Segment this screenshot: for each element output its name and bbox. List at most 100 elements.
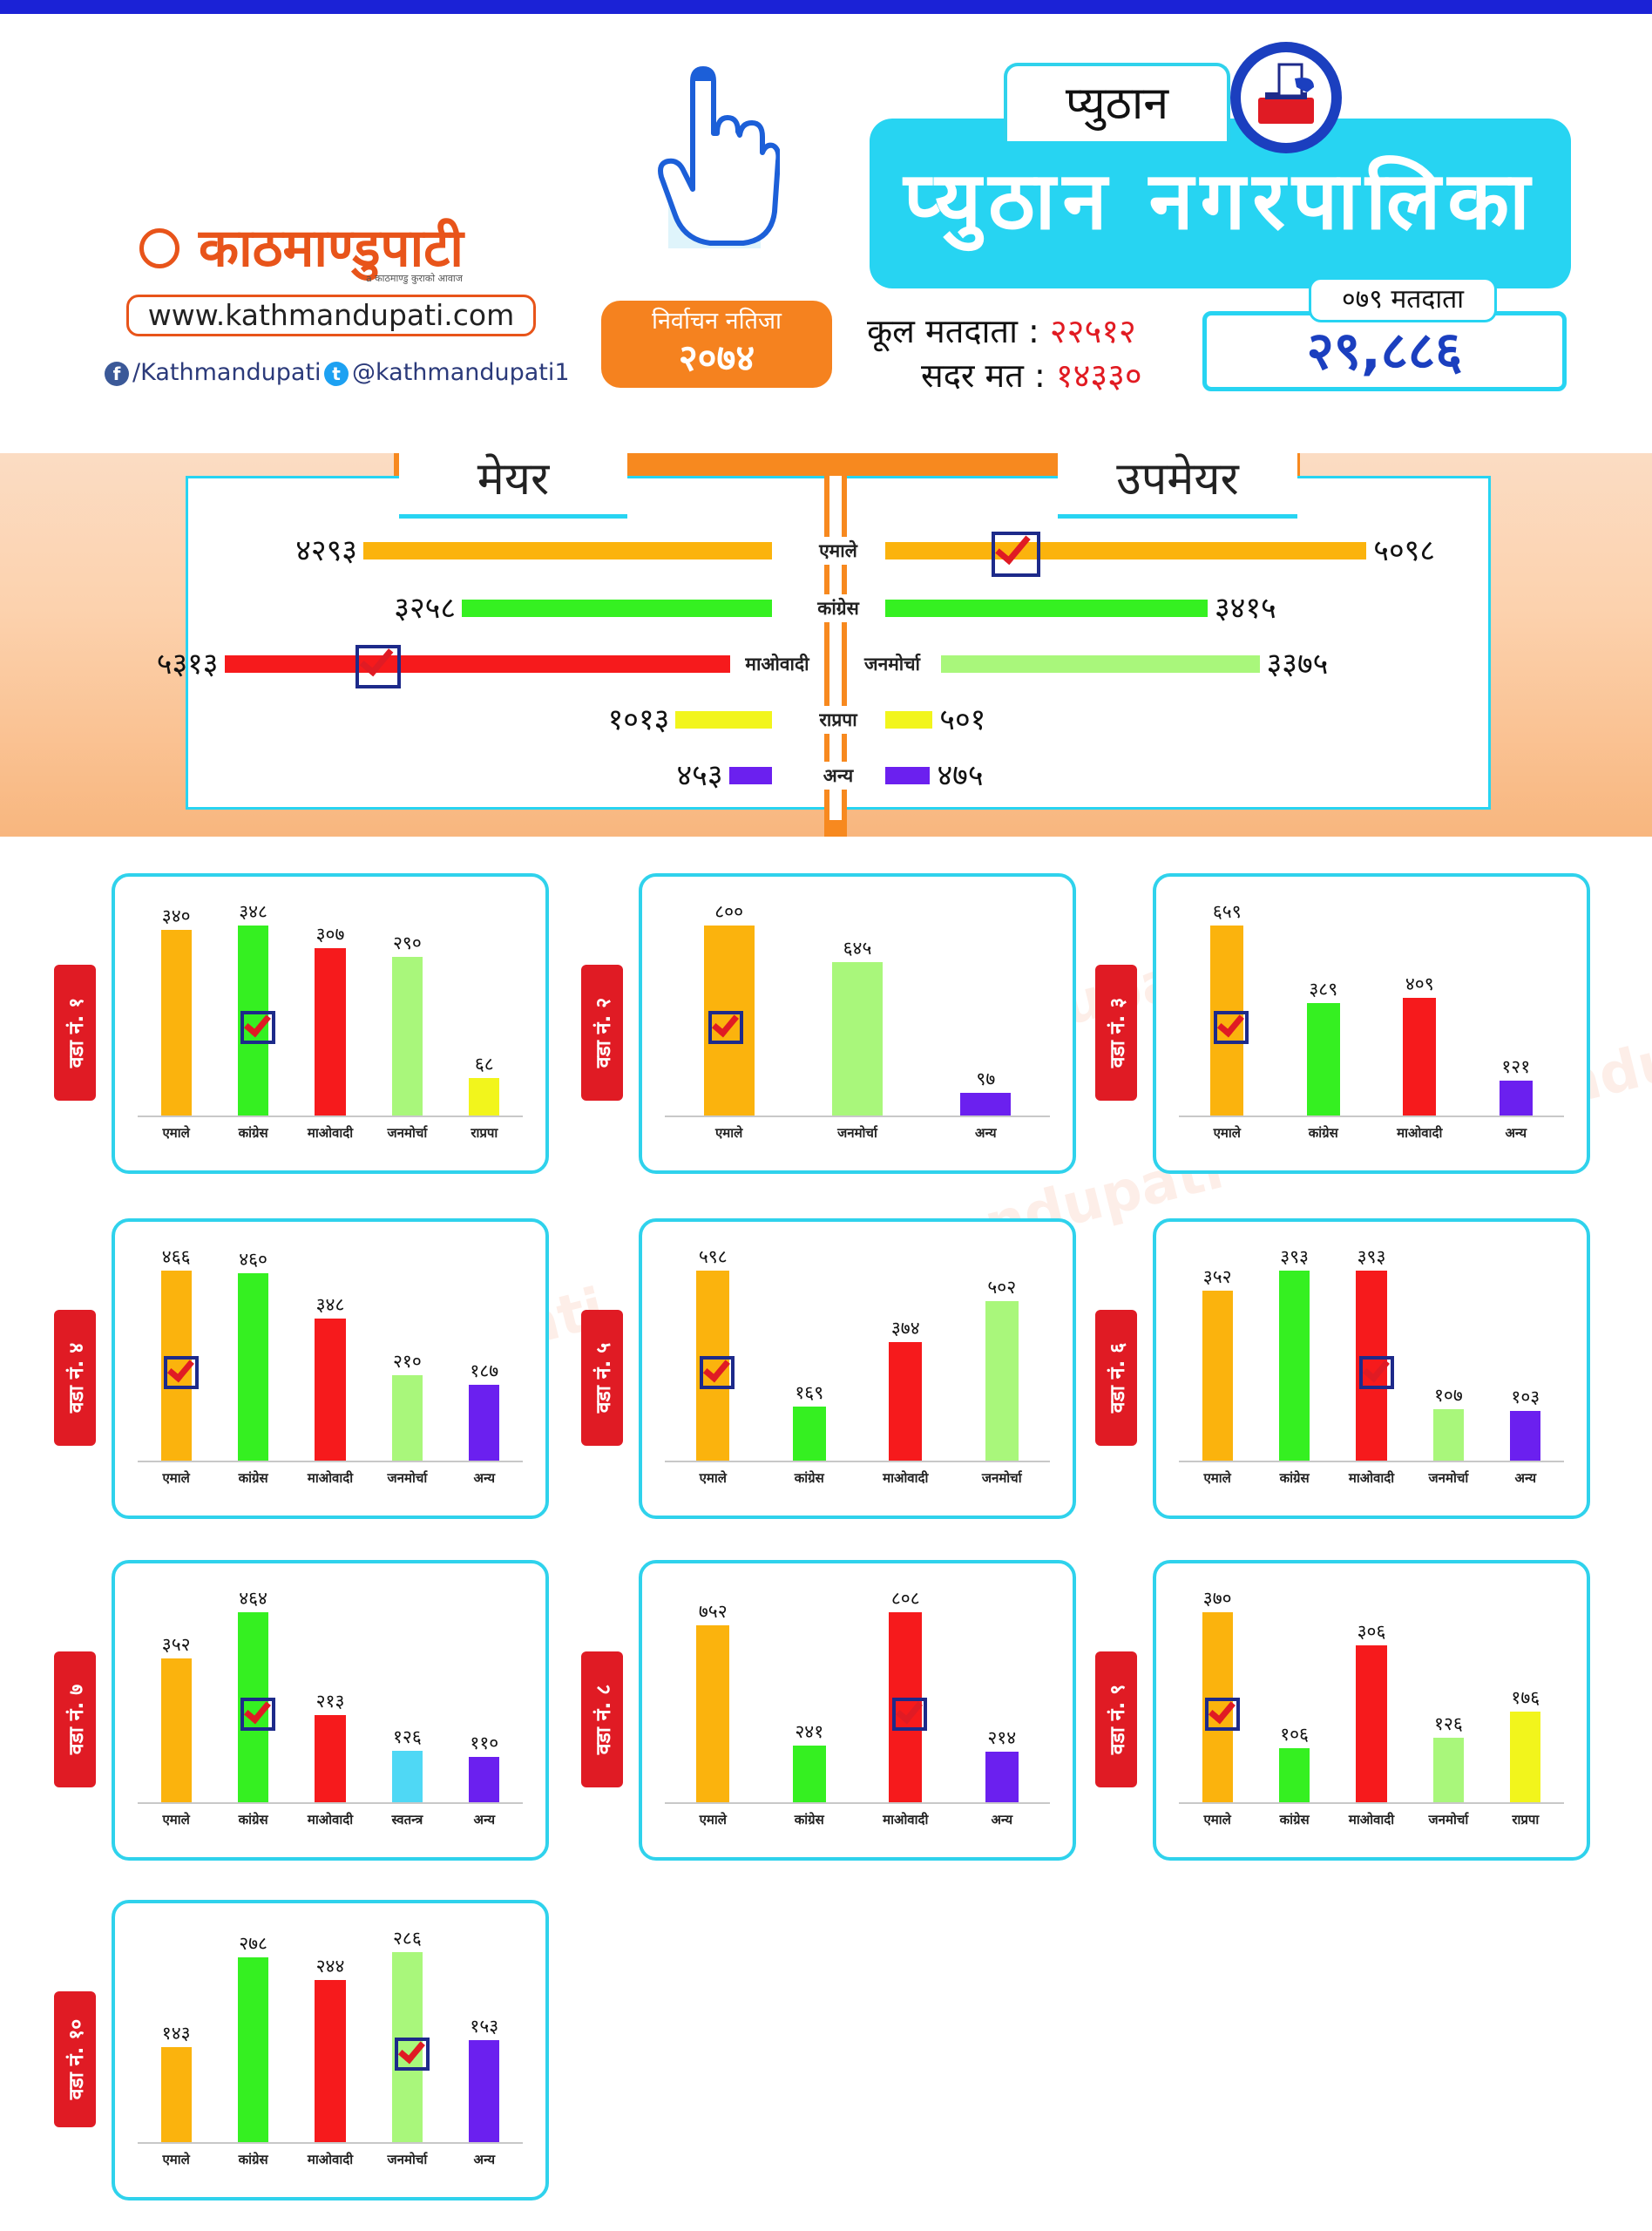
category-label: एमाले	[162, 2152, 190, 2167]
category-label: एमाले	[699, 1470, 727, 1486]
winner-check-icon	[892, 1698, 928, 1732]
category-label: जनमोर्चा	[387, 1470, 428, 1486]
mayor-value-rpp: १०१३	[607, 702, 670, 737]
bar-janamorcha	[391, 957, 423, 1116]
deputy-bar-janamorcha	[941, 655, 1260, 673]
value-label: ४६४	[239, 1588, 267, 1609]
value-label: १५३	[470, 2016, 499, 2038]
category-label: एमाले	[699, 1812, 727, 1828]
bar-congress	[237, 1272, 269, 1461]
bar-others	[469, 1384, 500, 1461]
category-label: कांग्रेस	[794, 1470, 824, 1486]
ward-label-tab: वडा नं. ७	[54, 1651, 96, 1787]
bar-janamorcha	[832, 962, 883, 1116]
ward-axis	[1179, 1461, 1564, 1462]
bar-janamorcha	[391, 1374, 423, 1461]
winner-check-icon	[708, 1011, 744, 1045]
category-label: राप्रपा	[471, 1125, 498, 1141]
ward-number: वडा नं. ३	[1107, 997, 1129, 1068]
ward-axis	[138, 1802, 523, 1804]
bar-congress	[1278, 1747, 1310, 1802]
ward-axis	[138, 2142, 523, 2144]
winner-check-icon	[1205, 1698, 1241, 1732]
category-label: एमाले	[1203, 1470, 1231, 1486]
bar-others	[960, 1092, 1012, 1116]
category-label: जनमोर्चा	[387, 1125, 428, 1141]
ward-number: वडा नं. ६	[1107, 1342, 1129, 1414]
value-label: ३९३	[1357, 1246, 1386, 1267]
category-label: माओवादी	[307, 1470, 354, 1486]
value-label: २९०	[393, 932, 422, 954]
category-label: अन्य	[473, 2152, 496, 2167]
category-label: अन्य	[473, 1812, 496, 1828]
value-label: १७६	[1511, 1687, 1540, 1709]
value-label: १६९	[795, 1382, 824, 1404]
value-label: ३०७	[315, 923, 345, 945]
logo-mark-icon	[139, 228, 179, 268]
category-label: माओवादी	[307, 1125, 354, 1141]
category-label: कांग्रेस	[238, 1125, 268, 1141]
ward-axis	[665, 1116, 1050, 1117]
ward-number: वडा नं. ८	[592, 1684, 615, 1755]
value-label: २७८	[239, 1933, 267, 1955]
bar-maoist	[1356, 1644, 1387, 1802]
value-label: ८०८	[890, 1588, 920, 1609]
winner-check-icon	[240, 1011, 276, 1045]
ward-number: वडा नं. ७	[65, 1684, 88, 1755]
ward-label-tab: वडा नं. २	[581, 965, 623, 1101]
ward-number: वडा नं. ९	[1107, 1684, 1129, 1755]
ward-axis	[138, 1461, 523, 1462]
ward-axis	[1179, 1116, 1564, 1117]
facebook-link[interactable]: f/Kathmandupati	[105, 359, 322, 387]
logo-tagline: a काठमाण्डु कुराको आवाज	[366, 273, 463, 284]
category-label: माओवादी	[1348, 1470, 1395, 1486]
value-label: ७५२	[698, 1601, 728, 1623]
ward-axis	[1179, 1802, 1564, 1804]
value-label: ३५२	[1202, 1265, 1232, 1287]
category-label: माओवादी	[1348, 1812, 1395, 1828]
deputy-value-janamorcha: ३३७५	[1266, 647, 1329, 682]
result-badge: निर्वाचन नतिजा २०७४	[601, 301, 832, 388]
category-label: कांग्रेस	[1308, 1125, 1338, 1141]
ballot-box-icon	[1230, 42, 1342, 153]
category-label: माओवादी	[883, 1812, 929, 1828]
bar-others	[1499, 1080, 1533, 1116]
mayor-bar-maoist	[224, 655, 730, 673]
category-label: एमाले	[714, 1125, 743, 1141]
category-label: माओवादी	[307, 1812, 354, 1828]
bar-uml	[160, 1658, 192, 1802]
result-label: निर्वाचन नतिजा	[651, 308, 782, 335]
value-label: २८६	[393, 1928, 422, 1949]
party-label-uml: एमाले	[793, 537, 884, 565]
bar-janamorcha	[1432, 1737, 1465, 1802]
bar-janamorcha	[1432, 1408, 1465, 1461]
bar-maoist	[315, 1319, 346, 1461]
bar-maoist	[889, 1341, 923, 1461]
bar-janamorcha	[985, 1300, 1019, 1461]
mayor-bar-uml	[362, 542, 772, 559]
ward-axis	[138, 1116, 523, 1117]
value-label: ६४५	[843, 938, 872, 960]
party-label-others: अन्य	[793, 762, 884, 790]
total-voters: कूल मतदाता : २२५१२	[867, 311, 1136, 351]
value-label: ३७०	[1202, 1588, 1232, 1609]
winner-check-icon	[991, 532, 1040, 577]
bar-congress	[792, 1745, 826, 1802]
winner-check-icon	[240, 1698, 276, 1732]
winner-check-icon	[1214, 1011, 1249, 1045]
website-link[interactable]: www.kathmandupati.com	[126, 295, 536, 336]
valid-votes-value: १४३३०	[1055, 356, 1142, 395]
mayor-value-uml: ४२९३	[295, 533, 357, 568]
value-label: ८००	[714, 901, 744, 922]
winner-check-icon	[395, 2038, 430, 2072]
category-label: राप्रपा	[1512, 1812, 1540, 1828]
mayor-value-congress: ३२५८	[394, 591, 457, 626]
ward-label-tab: वडा नं. १०	[54, 1991, 96, 2127]
value-label: १०६	[1280, 1723, 1309, 1745]
twitter-link[interactable]: t @kathmandupati1	[324, 359, 570, 387]
winner-check-icon	[700, 1356, 735, 1390]
category-label: अन्य	[975, 1125, 997, 1141]
bar-others	[1510, 1410, 1541, 1461]
value-label: २१०	[393, 1350, 422, 1372]
mayor-bar-congress	[462, 600, 772, 617]
